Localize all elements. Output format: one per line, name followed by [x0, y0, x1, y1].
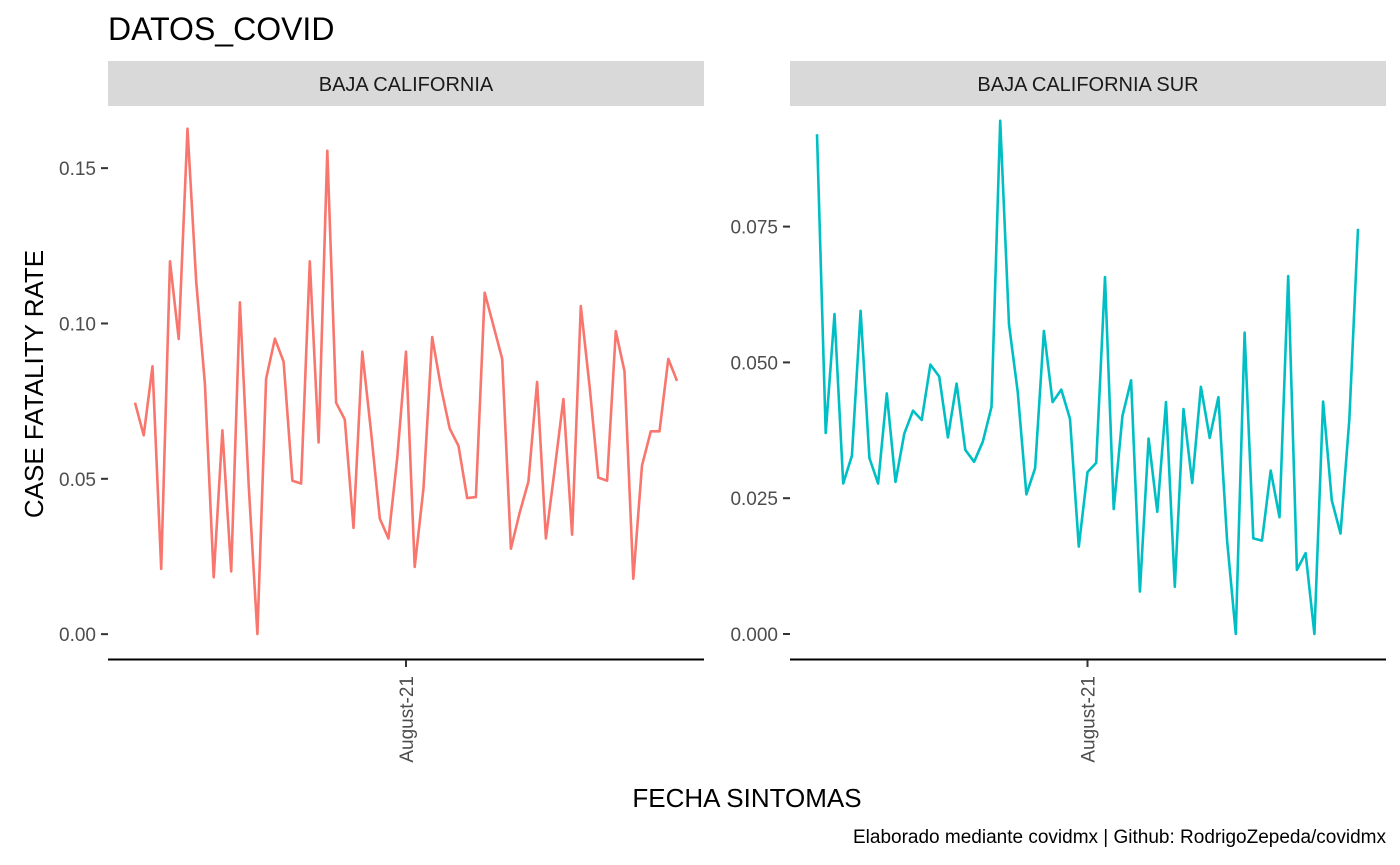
- strip-label: BAJA CALIFORNIA SUR: [977, 74, 1198, 96]
- y-tick-label: 0.10: [59, 314, 96, 335]
- series-line: [815, 119, 1360, 636]
- x-tick-label: August-21: [397, 676, 418, 763]
- strip-background: [790, 61, 1386, 106]
- y-tick-label: 0.15: [59, 159, 96, 180]
- y-tick-label: 0.075: [730, 218, 778, 239]
- strip-label: BAJA CALIFORNIA: [319, 74, 494, 96]
- y-tick-label: 0.05: [59, 470, 96, 491]
- caption: Elaborado mediante covidmx | Github: Rod…: [853, 827, 1386, 848]
- panel-baja-california-sur: BAJA CALIFORNIA SUR 0.000 0.025 0.050 0.075…: [730, 61, 1386, 763]
- y-tick-label: 0.000: [730, 625, 778, 646]
- panel-baja-california: BAJA CALIFORNIA 0.00 0.05 0.10 0.15 August-…: [59, 61, 704, 763]
- x-axis-title: FECHA SINTOMAS: [632, 783, 861, 813]
- series-line: [133, 127, 679, 636]
- y-tick-label: 0.025: [730, 489, 778, 510]
- y-tick-label: 0.050: [730, 353, 778, 374]
- x-tick-label: August-21: [1079, 676, 1100, 763]
- chart-title: DATOS_COVID: [108, 11, 334, 47]
- strip-background: [108, 61, 704, 106]
- y-axis-title: CASE FATALITY RATE: [19, 250, 49, 518]
- y-tick-label: 0.00: [59, 625, 96, 646]
